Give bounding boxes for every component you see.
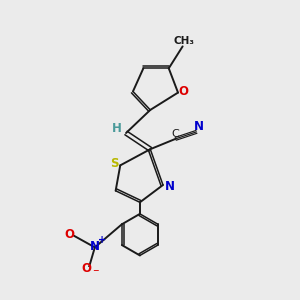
- Text: N: N: [164, 180, 175, 193]
- Text: O: O: [64, 228, 74, 241]
- Text: S: S: [110, 157, 119, 169]
- Text: +: +: [98, 236, 106, 245]
- Text: C: C: [172, 129, 180, 139]
- Text: H: H: [112, 122, 122, 135]
- Text: N: N: [194, 120, 204, 133]
- Text: CH₃: CH₃: [173, 36, 194, 46]
- Text: ⁻: ⁻: [92, 267, 99, 280]
- Text: N: N: [90, 240, 100, 253]
- Text: O: O: [178, 85, 188, 98]
- Text: O: O: [82, 262, 92, 275]
